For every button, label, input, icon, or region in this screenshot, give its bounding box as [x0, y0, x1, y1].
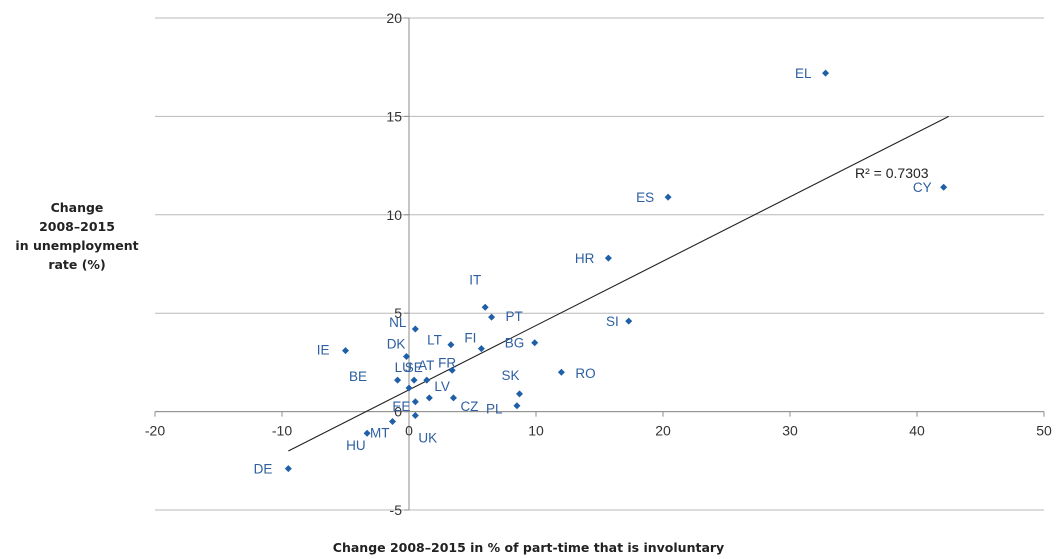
x-tick-label: 50: [1036, 423, 1052, 439]
data-point: [411, 398, 419, 406]
x-axis-label: Change 2008–2015 in % of part-time that …: [332, 540, 725, 555]
y-tick-label: 0: [394, 404, 402, 420]
y-axis-label-line: in unemployment: [15, 238, 139, 253]
y-tick-label: 10: [386, 207, 402, 223]
point-label: DK: [387, 336, 406, 351]
data-point: [284, 465, 292, 473]
y-tick-label: 15: [386, 108, 402, 124]
data-point: [449, 394, 457, 402]
point-label: RO: [575, 366, 595, 381]
x-tick-label: -20: [145, 423, 165, 439]
point-label: LT: [427, 333, 442, 348]
y-axis-label: Change 2008–2015 in unemployment rate (%…: [0, 198, 154, 274]
point-label: CZ: [460, 399, 478, 414]
data-point: [513, 402, 521, 410]
point-label: LV: [434, 379, 450, 394]
data-point: [447, 341, 455, 349]
point-label: DE: [254, 462, 273, 477]
point-label: EL: [795, 66, 812, 81]
data-point: [411, 412, 419, 420]
data-point: [557, 368, 565, 376]
data-point: [822, 69, 830, 77]
y-tick-label: 5: [394, 305, 402, 321]
data-point: [342, 347, 349, 355]
point-label: SI: [606, 314, 619, 329]
data-point: [488, 313, 496, 321]
point-label: ES: [636, 190, 654, 205]
x-tick-label: -10: [272, 423, 292, 439]
x-tick-label: 20: [655, 423, 671, 439]
x-tick-label: 30: [782, 423, 798, 439]
point-label: PL: [486, 402, 503, 417]
data-point: [515, 390, 523, 398]
data-point: [481, 303, 489, 311]
point-label: IT: [469, 272, 481, 287]
point-label: LU: [395, 360, 412, 375]
trendline: [288, 115, 949, 452]
data-point: [363, 429, 371, 437]
data-point: [405, 384, 413, 392]
point-label: BE: [349, 369, 367, 384]
point-label: UK: [418, 431, 437, 446]
data-point: [664, 193, 672, 201]
x-tick-label: 40: [909, 423, 925, 439]
data-point: [477, 345, 485, 353]
data-point: [394, 376, 402, 384]
data-point: [423, 376, 431, 384]
data-point: [531, 339, 539, 347]
point-label: SK: [501, 368, 519, 383]
data-point: [402, 352, 410, 360]
point-label: SE: [405, 360, 423, 375]
y-tick-label: -5: [390, 502, 403, 518]
data-point: [388, 417, 396, 425]
data-point: [625, 317, 633, 325]
point-label: CY: [913, 180, 932, 195]
y-tick-label: 20: [386, 10, 402, 26]
point-label: IE: [317, 343, 330, 358]
data-point: [940, 183, 948, 191]
point-label: MT: [370, 425, 390, 440]
point-label: BG: [505, 336, 525, 351]
data-point: [410, 376, 418, 384]
point-label: PT: [506, 309, 523, 324]
point-label: FI: [464, 331, 476, 346]
point-label: FR: [438, 355, 456, 370]
trendline-r2-label: R² = 0.7303: [855, 165, 929, 181]
data-point: [448, 366, 456, 374]
point-label: HR: [575, 251, 595, 266]
point-label: HU: [346, 438, 366, 453]
data-point: [411, 325, 419, 333]
x-tick-label: 10: [528, 423, 544, 439]
x-tick-label: 0: [405, 423, 413, 439]
point-label: NL: [389, 315, 407, 330]
data-point: [425, 394, 433, 402]
data-point: [604, 254, 612, 262]
point-label: AT: [418, 358, 434, 373]
point-label: EE: [392, 399, 410, 414]
y-axis-label-line: rate (%): [48, 257, 106, 272]
y-axis-label-line: 2008–2015: [39, 219, 115, 234]
y-axis-label-line: Change: [50, 200, 104, 215]
